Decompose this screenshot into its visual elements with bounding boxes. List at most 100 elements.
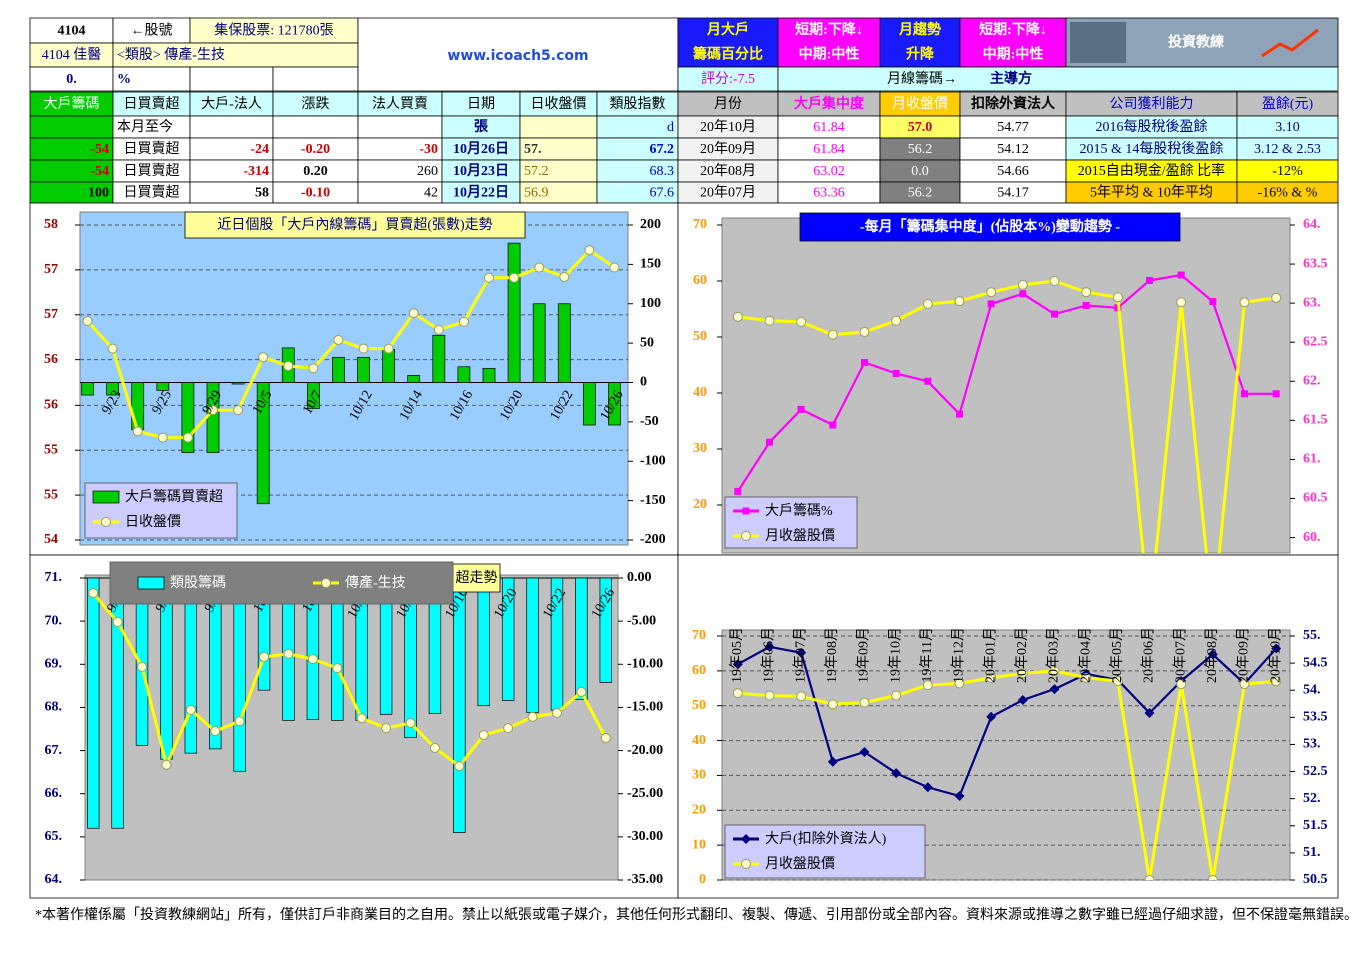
x-tick-label: 20年02月 (1014, 627, 1030, 683)
table-cell (959, 17, 1067, 68)
marker (157, 432, 168, 443)
table-value: 20年08月 (700, 163, 756, 179)
y2-tick-label: 51. (1303, 845, 1321, 860)
bar (457, 366, 471, 383)
y2-tick-label: -15.00 (627, 700, 663, 715)
table-value: -0.20 (301, 142, 330, 157)
legend-label: 月收盤股價 (765, 855, 835, 872)
y2-tick-label: -30.00 (627, 829, 663, 844)
y-tick-label: 54 (44, 532, 58, 547)
table-value: 68.3 (650, 164, 675, 179)
marker (429, 742, 440, 753)
y2-tick-label: -50 (640, 414, 659, 429)
column-header: 法人買賣 (372, 96, 428, 112)
marker (600, 733, 611, 744)
y-tick-label: 58 (44, 217, 58, 232)
bar (256, 382, 270, 505)
y2-tick-label: 60. (1303, 530, 1321, 545)
y-tick-label: 55 (44, 487, 58, 502)
marker (527, 711, 538, 722)
marker (308, 363, 319, 374)
table-cell (189, 66, 274, 92)
table-value: 54.17 (997, 186, 1029, 201)
table-cell (777, 17, 881, 68)
marker (922, 298, 933, 309)
series-layer (80, 242, 628, 505)
table-value: 5年平均 & 10年平均 (1090, 185, 1213, 201)
marker (321, 578, 331, 588)
series-layer (85, 577, 618, 833)
marker (829, 421, 837, 429)
marker (764, 315, 775, 326)
bar (507, 242, 521, 383)
marker (1239, 679, 1250, 690)
legend-box (109, 561, 454, 605)
y2-tick-label: 150 (640, 257, 661, 272)
bar (526, 577, 539, 713)
legend-box (724, 824, 926, 879)
table-cell (272, 115, 359, 139)
table-value: 56.2 (908, 186, 933, 201)
legend-label: 類股籌碼 (170, 575, 226, 591)
y2-tick-label: 63.5 (1303, 256, 1328, 271)
y2-tick-label: -20.00 (627, 743, 663, 758)
y2-tick-label: 50.5 (1303, 872, 1328, 887)
marker (1177, 271, 1185, 279)
y-tick-label: 67. (45, 743, 63, 758)
y2-tick-label: 61. (1303, 452, 1321, 467)
y-tick-label: 57 (44, 307, 58, 322)
chart-title-box (799, 212, 1181, 242)
stock-name: 4104 佳醫 (42, 47, 102, 63)
marker (1241, 390, 1248, 398)
marker (132, 426, 143, 437)
y-tick-label: 64. (45, 872, 63, 887)
y-tick-label: 50 (692, 698, 706, 713)
marker (1019, 290, 1027, 298)
table-cell (959, 91, 1067, 117)
table-value: 57. (524, 142, 542, 157)
table-value: 54.12 (997, 142, 1029, 157)
panel-text: 短期:下降↓ (979, 21, 1047, 38)
table-value: 本月至今 (117, 119, 173, 135)
table-value: 57.0 (908, 120, 933, 135)
marker (741, 859, 751, 869)
table-value: 20年10月 (700, 119, 756, 135)
x-tick-label: 19年12月 (951, 627, 967, 683)
marker (1112, 292, 1123, 303)
brand-arrow (1261, 28, 1319, 58)
bar (332, 356, 345, 383)
panel-text: 中期:中性 (799, 46, 860, 63)
marker (182, 432, 193, 443)
table-value: 日買賣超 (124, 185, 180, 201)
table-cell (441, 91, 521, 117)
column-header: 日買賣超 (124, 96, 180, 112)
x-tick-label: 19年08月 (824, 627, 840, 683)
marker (609, 262, 620, 273)
footer: *本著作權係屬「投資教練網站」所有，僅供訂戶非商業目的之自用。禁止以紙張或電子媒… (35, 906, 1358, 923)
marker (766, 438, 773, 446)
column-header: 類股指數 (610, 96, 666, 112)
table-value: 2016每股稅後盈餘 (1096, 118, 1208, 135)
marker (1112, 675, 1123, 686)
y-tick-label: 20 (692, 803, 706, 818)
y2-tick-label: 64. (1303, 217, 1321, 232)
marker (478, 730, 489, 741)
y2-tick-label: 200 (640, 217, 661, 232)
y2-tick-label: -25.00 (627, 786, 663, 801)
x-tick-label: 20年04月 (1077, 627, 1093, 683)
bar (407, 375, 421, 383)
column-header: 盈餘(元) (1262, 95, 1314, 112)
table-value: 61.84 (813, 142, 845, 157)
table-cell (272, 91, 359, 117)
x-tick-label: 20年07月 (1172, 627, 1188, 683)
y-tick-label: 65. (45, 829, 63, 844)
bar (608, 382, 621, 426)
y-tick-label: 66. (45, 786, 63, 801)
marker (861, 359, 868, 367)
bar (156, 382, 170, 391)
table-value: -24 (250, 142, 269, 157)
table-cell (596, 115, 679, 139)
y2-tick-label: 63. (1303, 295, 1321, 310)
marker (88, 588, 99, 599)
